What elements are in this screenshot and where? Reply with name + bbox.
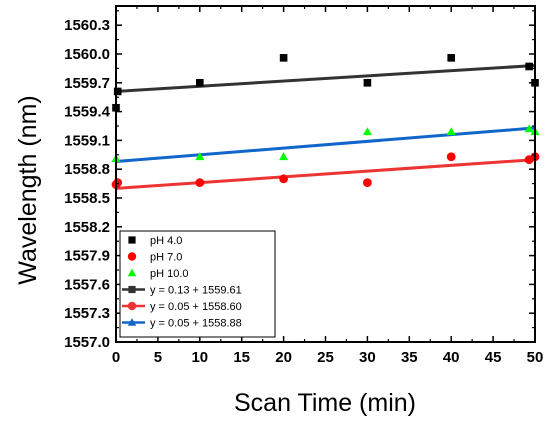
x-tick-label: 0 <box>112 349 120 366</box>
y-tick-label: 1557.6 <box>64 276 110 293</box>
data-point-s2-3 <box>362 127 372 136</box>
y-tick-label: 1560.3 <box>64 17 110 34</box>
legend-marker-5 <box>127 318 137 326</box>
data-point-s0-1 <box>113 87 122 96</box>
data-point-s0-5 <box>447 54 455 62</box>
y-tick-label: 1558.2 <box>64 219 110 236</box>
data-point-s1-5 <box>446 152 456 162</box>
legend-label-5: y = 0.05 + 1558.88 <box>150 318 242 330</box>
y-tick-label: 1557.3 <box>64 305 110 322</box>
legend-marker-4 <box>127 301 137 311</box>
data-point-s2-1 <box>195 152 205 161</box>
data-point-s0-4 <box>363 79 372 87</box>
data-point-s2-5 <box>524 124 534 133</box>
data-point-s1-1 <box>113 178 123 188</box>
scatter-points <box>111 54 540 189</box>
y-tick-label: 1557.0 <box>64 334 110 351</box>
fit-line-5 <box>116 126 535 164</box>
y-tick-label: 1559.4 <box>64 104 111 121</box>
legend-box <box>119 230 276 338</box>
x-tick-label: 20 <box>275 349 292 366</box>
y-tick-label: 1558.8 <box>64 161 110 178</box>
x-tick-label: 15 <box>233 349 250 366</box>
legend: pH 4.0 pH 7.0 pH 10.0 y = 0.13 + 1559.61 y =… <box>119 230 276 338</box>
data-point-s2-4 <box>446 127 456 136</box>
legend-label-0: pH 4.0 <box>150 235 182 247</box>
y-tick-label: 1559.1 <box>64 132 110 149</box>
data-point-s1-2 <box>195 178 205 188</box>
y-axis-title: Wavelength (nm) <box>14 95 42 284</box>
axes: 0 5 10 15 20 25 30 35 40 45 50 1557.0 1557.3 1557.6 15… <box>64 5 544 366</box>
legend-label-1: pH 7.0 <box>150 252 182 264</box>
data-marks <box>111 54 540 190</box>
fit-lines <box>116 64 535 190</box>
x-tick-label: 10 <box>191 349 208 366</box>
x-tick-label: 35 <box>401 349 418 366</box>
x-tick-label: 25 <box>317 349 334 366</box>
data-point-s0-6 <box>525 62 533 71</box>
y-tick-label: 1560.0 <box>64 46 110 63</box>
fit-line-3 <box>116 64 535 93</box>
fit-line-4 <box>116 158 535 190</box>
y-tick-label: 1557.9 <box>64 248 110 265</box>
legend-label-4: y = 0.05 + 1558.60 <box>150 301 242 313</box>
data-point-s0-2 <box>196 79 204 87</box>
y-tick-label: 1559.7 <box>64 75 110 92</box>
x-axis-title: Scan Time (min) <box>234 389 416 417</box>
legend-marker-0 <box>128 236 136 244</box>
legend-label-3: y = 0.13 + 1559.61 <box>150 285 242 297</box>
x-tick-label: 50 <box>527 349 544 366</box>
data-point-s1-3 <box>279 174 288 184</box>
data-point-s2-2 <box>279 152 289 161</box>
x-tick-label: 30 <box>359 349 376 366</box>
legend-marker-1 <box>127 252 137 261</box>
data-point-s1-4 <box>363 178 372 188</box>
plot-frame <box>115 5 536 343</box>
x-tick-label: 40 <box>443 349 460 366</box>
legend-label-2: pH 10.0 <box>150 268 189 280</box>
x-tick-label: 5 <box>154 349 162 366</box>
legend-marker-2 <box>127 268 137 277</box>
legend-marker-3 <box>128 285 136 294</box>
x-tick-label: 45 <box>485 349 502 366</box>
data-point-s0-3 <box>279 54 288 62</box>
y-tick-label: 1558.5 <box>64 190 110 207</box>
